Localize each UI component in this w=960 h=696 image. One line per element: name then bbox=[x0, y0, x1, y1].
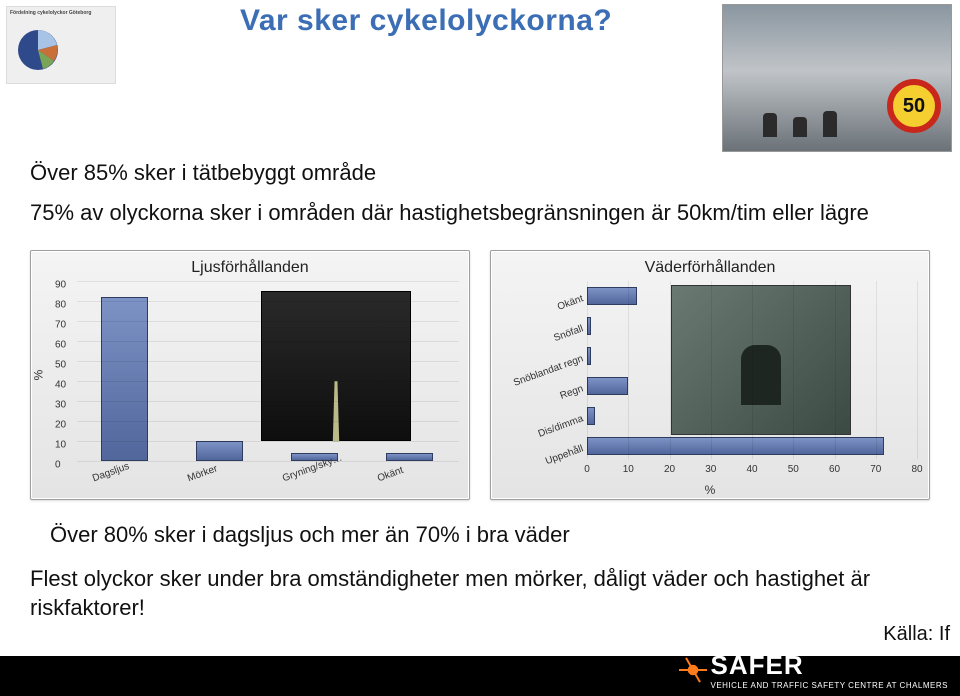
bar-Okänt bbox=[386, 453, 434, 461]
bar-Regn bbox=[587, 377, 628, 395]
xcat: Dagsljus bbox=[91, 461, 131, 484]
xtick: 20 bbox=[664, 464, 675, 475]
xcat: Mörker bbox=[186, 463, 219, 484]
safer-logo: SAFER VEHICLE AND TRAFFIC SAFETY CENTRE … bbox=[684, 650, 948, 690]
ytick: 20 bbox=[55, 420, 66, 431]
pie-icon bbox=[13, 25, 73, 75]
page-title: Var sker cykelolyckorna? bbox=[240, 4, 612, 38]
xtick: 10 bbox=[623, 464, 634, 475]
chart-weather-conditions: Väderförhållanden % 01020304050607080Upp… bbox=[490, 250, 930, 500]
speed-sign-50: 50 bbox=[887, 79, 941, 133]
rain-cyclist-photo bbox=[671, 285, 851, 435]
xtick: 70 bbox=[870, 464, 881, 475]
ytick: 90 bbox=[55, 280, 66, 291]
charts-row: Ljusförhållanden % 0 10 20 30 40 50 60 70 80 90 Da… bbox=[30, 250, 930, 500]
stat-line-2: 75% av olyckorna sker i områden där hast… bbox=[30, 200, 910, 226]
chart-left-ylabel: % bbox=[31, 370, 45, 381]
xtick: 30 bbox=[705, 464, 716, 475]
chart-right-xlabel: % bbox=[705, 483, 716, 497]
xtick: 60 bbox=[829, 464, 840, 475]
street-photo: 50 bbox=[722, 4, 952, 152]
ytick: 40 bbox=[55, 380, 66, 391]
chart-light-conditions: Ljusförhållanden % 0 10 20 30 40 50 60 70 80 90 Da… bbox=[30, 250, 470, 500]
ytick: 10 bbox=[55, 440, 66, 451]
logo-subtitle: VEHICLE AND TRAFFIC SAFETY CENTRE AT CHA… bbox=[710, 681, 948, 690]
xtick: 40 bbox=[746, 464, 757, 475]
ytick: 50 bbox=[55, 360, 66, 371]
ytick: 80 bbox=[55, 300, 66, 311]
pie-thumbnail: Fördelning cykelolyckor Göteborg bbox=[6, 6, 116, 84]
ytick: 60 bbox=[55, 340, 66, 351]
ytick: 70 bbox=[55, 320, 66, 331]
xtick: 80 bbox=[911, 464, 922, 475]
stat-line-3: Över 80% sker i dagsljus och mer än 70% … bbox=[50, 520, 930, 550]
chart-left-title: Ljusförhållanden bbox=[39, 259, 461, 277]
night-road-photo bbox=[261, 291, 411, 441]
bar-Uppehåll bbox=[587, 437, 884, 455]
pie-thumb-title: Fördelning cykelolyckor Göteborg bbox=[10, 10, 112, 16]
xcat: Okänt bbox=[376, 465, 405, 484]
xtick: 50 bbox=[788, 464, 799, 475]
bottom-text-block: Över 80% sker i dagsljus och mer än 70% … bbox=[30, 520, 930, 623]
ytick: 30 bbox=[55, 400, 66, 411]
logo-flare-icon bbox=[684, 661, 702, 679]
xtick: 0 bbox=[584, 464, 590, 475]
stat-line-4: Flest olyckor sker under bra omständighe… bbox=[30, 564, 930, 623]
chart-right-title: Väderförhållanden bbox=[499, 259, 921, 277]
bar-Mörker bbox=[196, 441, 244, 461]
bar-Dis/dimma bbox=[587, 407, 595, 425]
source-label: Källa: If bbox=[883, 623, 950, 646]
stat-line-1: Över 85% sker i tätbebyggt område bbox=[30, 160, 376, 186]
ytick: 0 bbox=[55, 460, 61, 471]
logo-word: SAFER bbox=[710, 650, 948, 681]
